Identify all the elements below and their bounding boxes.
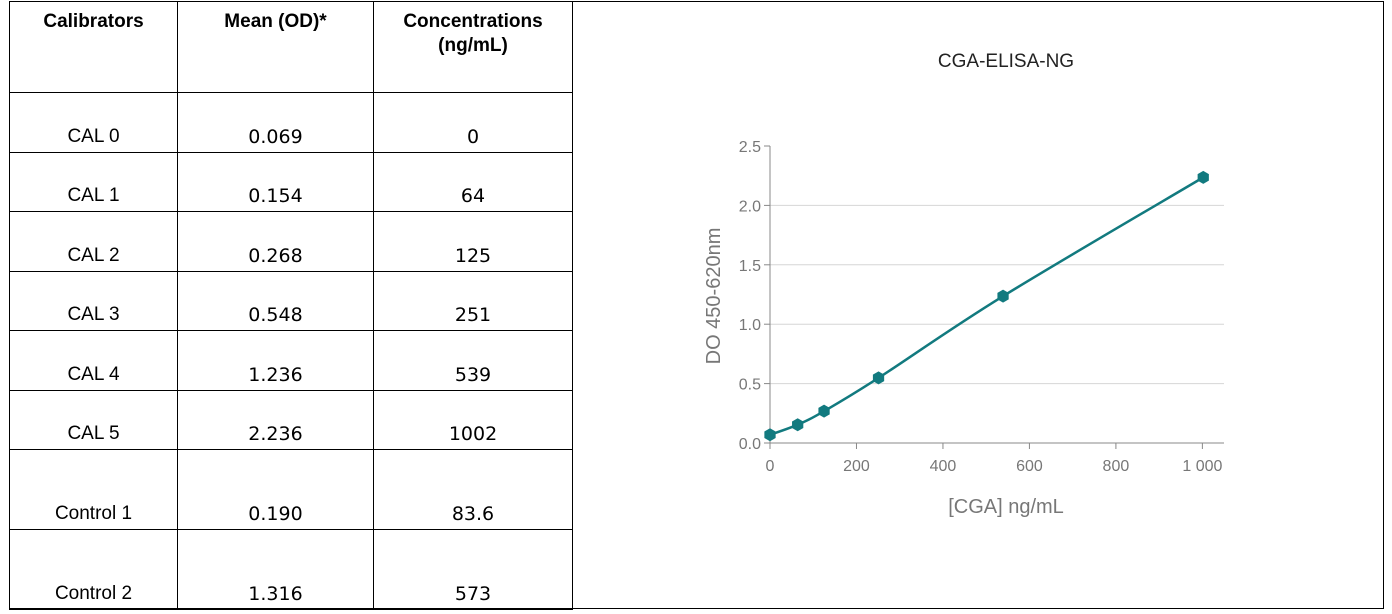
mean-od-value: 0.154 [177, 152, 374, 212]
concentration-value: 83.6 [373, 449, 573, 530]
x-tick-label: 800 [1103, 458, 1130, 475]
table-row: CAL 3 0.548 251 [9, 271, 573, 331]
x-tick-label: 1 000 [1182, 458, 1222, 475]
mean-od-value: 0.069 [177, 92, 374, 153]
calibrator-name: CAL 4 [9, 330, 178, 391]
x-axis-label: [CGA] ng/mL [948, 496, 1064, 518]
data-point [997, 289, 1009, 303]
calibrator-name: CAL 1 [9, 152, 178, 212]
y-axis-label: DO 450-620nm [703, 228, 725, 365]
calibration-chart: CGA-ELISA-NG 0.0 0.5 1.0 1.5 2.0 2.5 0 200 400 6… [703, 51, 1224, 518]
x-tick-label: 600 [1016, 458, 1043, 475]
calibrator-name: CAL 5 [9, 390, 178, 450]
calibrator-name: Control 1 [9, 449, 178, 530]
calibrator-name: Control 2 [9, 529, 178, 610]
header-mean-od: Mean (OD)* [177, 1, 374, 93]
concentration-value: 539 [373, 330, 573, 391]
table-row: Control 1 0.190 83.6 [9, 449, 573, 530]
chart-panel: CGA-ELISA-NG 0.0 0.5 1.0 1.5 2.0 2.5 0 200 400 6… [572, 1, 1384, 609]
y-tick-label: 1.5 [739, 258, 761, 275]
y-axis-ticks: 0.0 0.5 1.0 1.5 2.0 2.5 [739, 139, 770, 453]
concentration-value: 0 [373, 92, 573, 153]
y-tick-label: 0.0 [739, 436, 761, 453]
data-point [872, 371, 885, 385]
table-row: CAL 1 0.154 64 [9, 152, 573, 212]
header-concentrations-line2: (ng/mL) [438, 35, 508, 56]
mean-od-value: 2.236 [177, 390, 374, 450]
x-tick-label: 0 [766, 458, 775, 475]
concentration-value: 573 [373, 529, 573, 610]
y-tick-label: 1.0 [739, 317, 761, 334]
x-axis-ticks: 0 200 400 600 800 1 000 [766, 443, 1222, 475]
y-tick-label: 2.0 [739, 198, 761, 215]
y-tick-label: 0.5 [739, 377, 761, 394]
mean-od-value: 0.268 [177, 211, 374, 272]
data-point [764, 428, 776, 442]
data-point [1197, 170, 1209, 184]
table-row: CAL 2 0.268 125 [9, 211, 573, 272]
concentration-value: 125 [373, 211, 573, 272]
concentration-value: 64 [373, 152, 573, 212]
header-concentrations-line1: Concentrations [403, 11, 543, 32]
axes [769, 146, 1224, 444]
table-row: CAL 5 2.236 1002 [9, 390, 573, 450]
data-point [818, 404, 830, 418]
table-row: CAL 4 1.236 539 [9, 330, 573, 391]
header-calibrators: Calibrators [9, 1, 178, 93]
x-tick-label: 400 [930, 458, 957, 475]
series-layer [764, 170, 1209, 442]
series-line [769, 176, 1204, 436]
calibrator-name: CAL 3 [9, 271, 178, 331]
header-concentrations: Concentrations (ng/mL) [373, 1, 573, 93]
concentration-value: 1002 [373, 390, 573, 450]
grid-lines [770, 204, 1224, 385]
table-row: Control 2 1.316 573 [9, 529, 573, 610]
y-tick-label: 2.5 [739, 139, 761, 156]
table-row: CAL 0 0.069 0 [9, 92, 573, 153]
table-header-row: Calibrators Mean (OD)* Concentrations (n… [9, 1, 573, 93]
data-point [792, 418, 804, 432]
mean-od-value: 0.190 [177, 449, 374, 530]
mean-od-value: 0.548 [177, 271, 374, 331]
chart-title: CGA-ELISA-NG [938, 51, 1074, 72]
concentration-value: 251 [373, 271, 573, 331]
mean-od-value: 1.316 [177, 529, 374, 610]
calibrator-name: CAL 2 [9, 211, 178, 272]
x-tick-label: 200 [843, 458, 870, 475]
calibrator-name: CAL 0 [9, 92, 178, 153]
mean-od-value: 1.236 [177, 330, 374, 391]
calibrator-table: Calibrators Mean (OD)* Concentrations (n… [9, 1, 573, 610]
